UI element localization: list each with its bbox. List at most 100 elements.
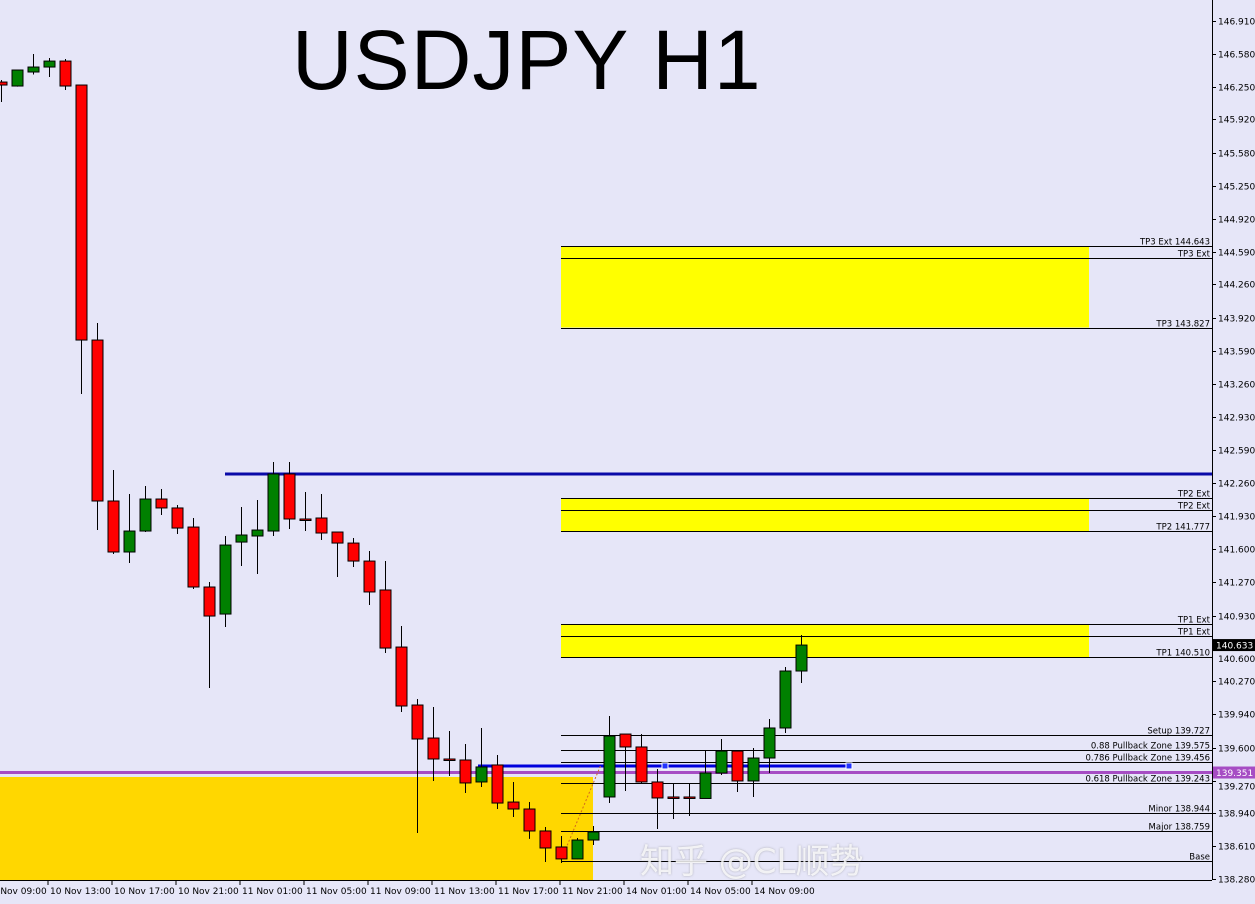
y-tick-label: 146.250 xyxy=(1218,84,1255,94)
trend-line-dotted xyxy=(560,764,602,861)
x-tick-label: 11 Nov 13:00 xyxy=(434,887,495,897)
candle-bull xyxy=(747,757,760,782)
price-line-tag xyxy=(1213,766,1255,779)
candle-bull xyxy=(219,544,232,615)
y-tick-label: 142.930 xyxy=(1218,414,1255,424)
y-tick-label: 141.600 xyxy=(1218,546,1255,556)
candle-bull xyxy=(267,473,280,532)
level-label: TP3 143.827 xyxy=(1155,320,1210,330)
candle-bear xyxy=(347,542,360,562)
candle-bear xyxy=(363,560,376,593)
candle-bear xyxy=(427,737,440,760)
candle-bear xyxy=(331,531,344,544)
candle-bull xyxy=(123,530,136,553)
y-tick-label: 138.280 xyxy=(1218,876,1255,886)
candle-bear xyxy=(555,846,568,860)
level-label: 0.786 Pullback Zone 139.456 xyxy=(1085,754,1210,764)
x-tick-label: 11 Nov 05:00 xyxy=(306,887,367,897)
candle-bear xyxy=(507,801,520,810)
target-zone-tp3 xyxy=(561,246,1089,328)
level-label: 0.88 Pullback Zone 139.575 xyxy=(1091,742,1210,752)
x-tick-label: 10 Nov 13:00 xyxy=(50,887,111,897)
candle-bear xyxy=(187,526,200,588)
y-tick-label: 141.270 xyxy=(1218,579,1255,589)
x-tick-label: 14 Nov 01:00 xyxy=(626,887,687,897)
x-tick-label: 11 Nov 21:00 xyxy=(562,887,623,897)
y-tick-label: 142.260 xyxy=(1218,480,1255,490)
y-tick-label: 145.580 xyxy=(1218,150,1255,160)
candle-bear xyxy=(59,60,72,87)
candle-bull xyxy=(699,772,712,799)
level-label: TP3 Ext xyxy=(1177,250,1211,260)
current-price-label: 140.633 xyxy=(1216,642,1253,652)
level-label: TP1 Ext xyxy=(1177,628,1211,638)
candle-bull xyxy=(27,66,40,73)
y-tick-label: 143.920 xyxy=(1218,315,1255,325)
price-line-label: 139.351 xyxy=(1216,769,1253,779)
y-tick-label: 139.270 xyxy=(1218,783,1255,793)
level-label: 0.618 Pullback Zone 139.243 xyxy=(1085,775,1210,785)
candle-bear xyxy=(0,81,8,86)
candle-bear xyxy=(523,808,536,832)
y-tick-label: 144.260 xyxy=(1218,281,1255,291)
line-handle xyxy=(845,762,853,770)
candle-bear xyxy=(379,589,392,649)
level-label: TP2 Ext xyxy=(1177,490,1211,500)
candle-bear xyxy=(635,746,648,783)
level-label: TP3 Ext 144.643 xyxy=(1139,238,1210,248)
candle-bear xyxy=(619,733,632,748)
y-tick-label: 143.590 xyxy=(1218,348,1255,358)
level-label: Setup 139.727 xyxy=(1147,727,1210,737)
candle-bear xyxy=(91,339,104,502)
target-zone-tp2 xyxy=(561,498,1089,532)
candle-bear xyxy=(203,586,216,617)
y-tick-label: 140.270 xyxy=(1218,678,1255,688)
level-label: TP2 Ext xyxy=(1177,502,1211,512)
candle-bear xyxy=(171,507,184,529)
candle-bull xyxy=(235,534,248,543)
current-price-tag xyxy=(1213,639,1255,652)
candle-bear xyxy=(75,84,88,341)
candle-bear xyxy=(667,796,680,799)
candle-bull xyxy=(11,69,24,87)
level-label: Major 138.759 xyxy=(1149,823,1210,833)
x-tick-label: 14 Nov 09:00 xyxy=(754,887,815,897)
y-tick-label: 146.910 xyxy=(1218,18,1255,28)
candle-bear xyxy=(411,704,424,740)
chart-title: USDJPY H1 xyxy=(292,13,762,107)
target-zone-tp1 xyxy=(561,623,1089,658)
y-tick-label: 139.940 xyxy=(1218,711,1255,721)
candle-bull xyxy=(795,644,808,672)
level-label: Base xyxy=(1189,853,1210,863)
candle-bull xyxy=(715,750,728,774)
candle-bull xyxy=(251,529,264,537)
x-tick-label: 10 Nov 17:00 xyxy=(114,887,175,897)
y-tick-label: 145.250 xyxy=(1218,183,1255,193)
y-tick-label: 138.940 xyxy=(1218,810,1255,820)
candle-bear xyxy=(299,518,312,521)
level-label: TP1 140.510 xyxy=(1155,649,1210,659)
y-tick-label: 141.930 xyxy=(1218,513,1255,523)
candle-bear xyxy=(155,498,168,509)
x-tick-label: 10 Nov 21:00 xyxy=(178,887,239,897)
level-label: TP2 141.777 xyxy=(1155,523,1210,533)
y-tick-label: 139.600 xyxy=(1218,745,1255,755)
candle-bear xyxy=(459,759,472,784)
y-tick-label: 142.590 xyxy=(1218,447,1255,457)
watermark: 知乎 @CL顺势 xyxy=(640,842,864,882)
level-label: TP1 Ext xyxy=(1177,616,1211,626)
x-tick-label: 11 Nov 01:00 xyxy=(242,887,303,897)
y-tick-label: 144.590 xyxy=(1218,249,1255,259)
candle-bear xyxy=(443,758,456,761)
candle-bull xyxy=(779,670,792,729)
y-tick-label: 146.580 xyxy=(1218,51,1255,61)
y-tick-label: 143.260 xyxy=(1218,381,1255,391)
level-label: Minor 138.944 xyxy=(1148,805,1210,815)
x-tick-label: 14 Nov 05:00 xyxy=(690,887,751,897)
candle-bear xyxy=(395,646,408,707)
y-tick-label: 145.920 xyxy=(1218,116,1255,126)
line-handle xyxy=(661,762,669,770)
candle-bull xyxy=(139,498,152,532)
x-tick-label: 11 Nov 17:00 xyxy=(498,887,559,897)
